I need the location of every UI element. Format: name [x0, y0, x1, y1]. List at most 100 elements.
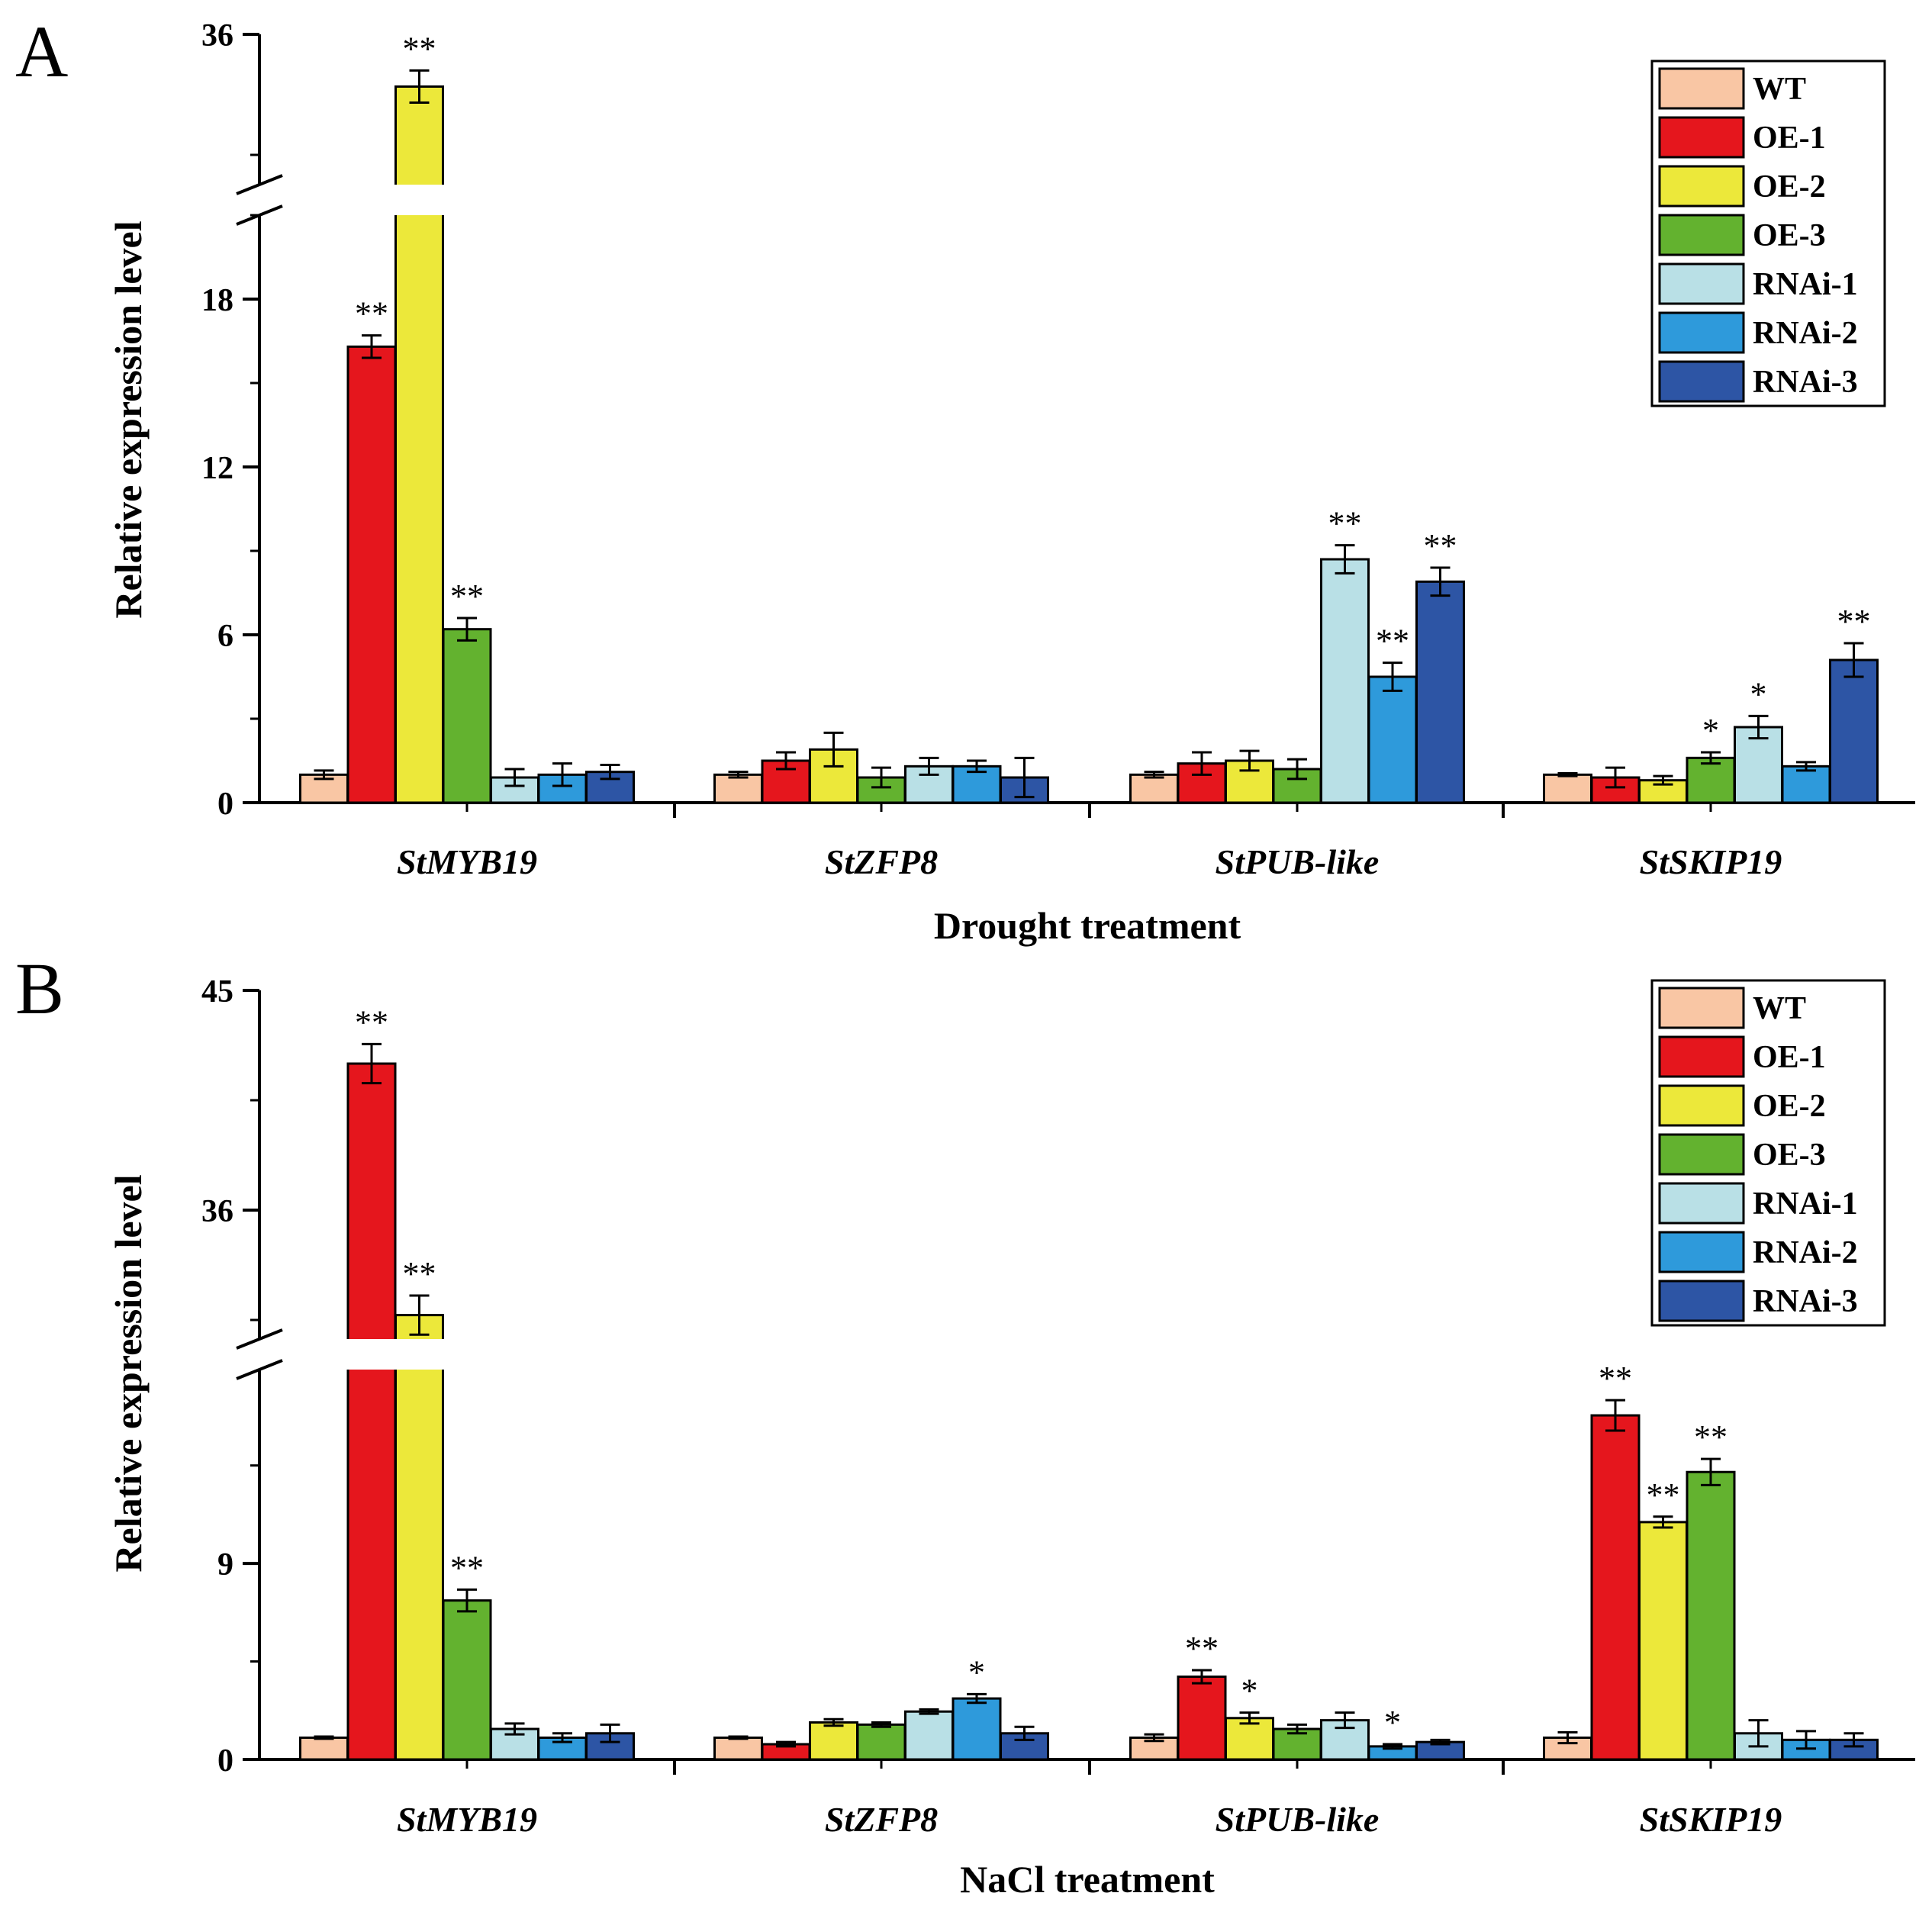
bar	[346, 345, 397, 804]
bar	[1781, 765, 1831, 804]
bar	[1129, 773, 1179, 804]
legend-swatch	[1658, 311, 1745, 354]
panel-letter: B	[15, 948, 64, 1029]
bar	[442, 1599, 492, 1761]
axis-break-gap	[250, 185, 269, 215]
bar	[809, 1721, 858, 1761]
bar	[585, 771, 635, 804]
significance-mark: **	[355, 295, 388, 333]
significance-mark: **	[1599, 1360, 1632, 1397]
bar	[442, 628, 492, 804]
bar	[904, 1710, 954, 1761]
significance-mark: *	[1750, 675, 1767, 713]
bar	[490, 776, 539, 804]
bar	[1177, 762, 1227, 804]
y-tick-label: 18	[201, 283, 233, 318]
legend-swatch	[1658, 1133, 1745, 1176]
x-tick-label: StPUB-like	[1216, 842, 1380, 881]
legend-label: WT	[1753, 991, 1806, 1026]
bar	[713, 1736, 763, 1761]
significance-mark: **	[403, 1255, 436, 1293]
legend-label: OE-3	[1753, 1138, 1826, 1173]
legend-swatch	[1658, 116, 1745, 159]
x-axis-title: NaCl treatment	[960, 1858, 1215, 1901]
significance-mark: **	[1185, 1630, 1219, 1667]
significance-mark: **	[1424, 527, 1457, 565]
axis-break-gap	[250, 1339, 269, 1370]
y-tick-label: 9	[217, 1547, 233, 1582]
y-tick-label: 45	[201, 974, 233, 1009]
bar	[299, 1736, 349, 1761]
legend-swatch	[1658, 1231, 1745, 1273]
legend-swatch	[1658, 987, 1745, 1029]
bar	[856, 1723, 906, 1761]
significance-mark: **	[403, 30, 436, 67]
significance-mark: **	[355, 1003, 388, 1041]
bar	[1829, 658, 1879, 804]
bar-break-gap	[345, 1339, 398, 1370]
legend-label: RNAi-1	[1753, 267, 1858, 302]
significance-mark: *	[1384, 1704, 1401, 1741]
y-tick-label: 6	[217, 619, 233, 654]
significance-mark: **	[1837, 603, 1871, 640]
bar-break-gap	[392, 1339, 446, 1370]
significance-mark: **	[1694, 1418, 1728, 1456]
legend-label: OE-1	[1753, 121, 1826, 156]
x-tick-label: StMYB19	[397, 842, 537, 881]
bar	[952, 1697, 1002, 1761]
legend-label: OE-2	[1753, 1089, 1826, 1124]
bar-break-gap	[392, 185, 446, 215]
axis-break-mark	[236, 174, 283, 195]
y-tick-label: 36	[201, 1194, 233, 1229]
x-tick-label: StZFP8	[825, 842, 938, 881]
legend-swatch	[1658, 1280, 1745, 1322]
legend-label: RNAi-2	[1753, 316, 1858, 351]
legend-swatch	[1658, 1035, 1745, 1078]
bar	[1686, 756, 1736, 804]
bar	[761, 759, 811, 804]
axis-break-mark	[236, 1359, 283, 1380]
bar	[346, 1062, 397, 1761]
legend-label: OE-2	[1753, 169, 1826, 204]
legend-swatch	[1658, 1084, 1745, 1127]
significance-mark: *	[1702, 712, 1719, 749]
y-tick-label: 36	[201, 18, 233, 53]
legend-swatch	[1658, 165, 1745, 208]
significance-mark: **	[450, 1549, 484, 1586]
legend-label: WT	[1753, 72, 1806, 107]
legend-label: RNAi-3	[1753, 1284, 1858, 1319]
bar	[1367, 675, 1418, 804]
legend-label: OE-1	[1753, 1040, 1826, 1075]
significance-mark: *	[968, 1653, 985, 1691]
bar	[394, 1314, 444, 1761]
y-tick-label: 0	[217, 1743, 233, 1779]
bar	[1734, 726, 1783, 804]
legend-swatch	[1658, 214, 1745, 256]
legend-label: RNAi-3	[1753, 365, 1858, 400]
bar	[1686, 1470, 1736, 1761]
bar	[1638, 1521, 1688, 1761]
legend-label: RNAi-2	[1753, 1235, 1858, 1270]
y-tick-label: 12	[201, 451, 233, 486]
bar	[1177, 1676, 1227, 1761]
x-tick-label: StMYB19	[397, 1800, 537, 1839]
legend-swatch	[1658, 360, 1745, 403]
significance-mark: *	[1241, 1672, 1258, 1710]
x-tick-label: StSKIP19	[1640, 1800, 1782, 1839]
y-axis-title: Relative expression level	[107, 221, 150, 618]
x-axis-title: Drought treatment	[934, 904, 1241, 947]
bar	[1543, 773, 1592, 804]
y-tick-label: 0	[217, 787, 233, 822]
x-tick-label: StZFP8	[825, 1800, 938, 1839]
legend-label: RNAi-1	[1753, 1186, 1858, 1222]
significance-mark: **	[1328, 505, 1362, 542]
bar	[1590, 1414, 1641, 1761]
significance-mark: **	[1376, 623, 1409, 660]
significance-mark: **	[1647, 1476, 1680, 1514]
bar	[1225, 1717, 1274, 1761]
legend-swatch	[1658, 1182, 1745, 1225]
legend-swatch	[1658, 67, 1745, 110]
